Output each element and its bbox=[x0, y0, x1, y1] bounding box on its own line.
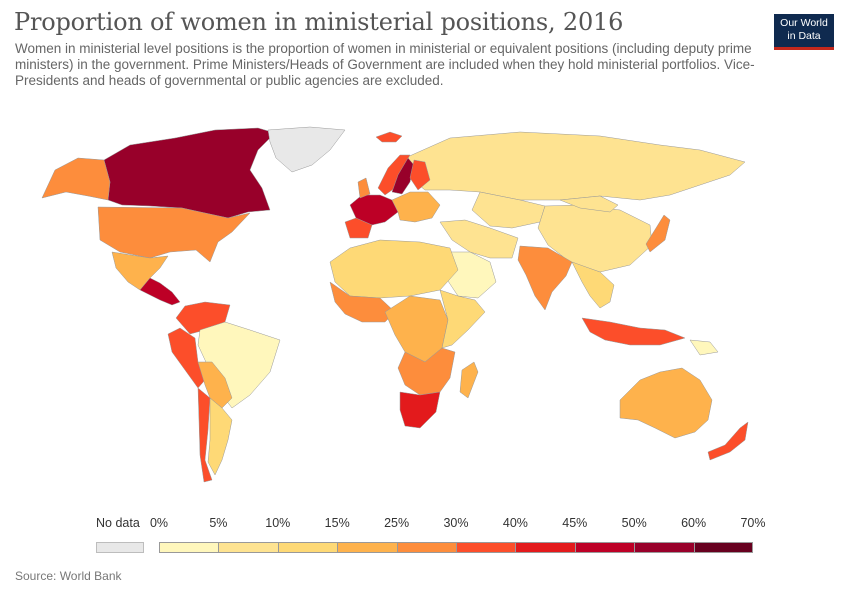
logo-line-1: Our World bbox=[780, 17, 828, 29]
legend-tick-label: 60% bbox=[681, 516, 707, 530]
chart-title: Proportion of women in ministerial posit… bbox=[14, 8, 624, 36]
region-australia[interactable] bbox=[619, 367, 713, 439]
region-south-africa[interactable] bbox=[399, 391, 441, 429]
region-central-asia[interactable] bbox=[471, 191, 546, 229]
region-papua-new-guinea[interactable] bbox=[689, 339, 719, 356]
region-bolivia-paraguay[interactable] bbox=[197, 361, 233, 409]
legend-bin-1[interactable] bbox=[218, 542, 278, 553]
legend-tick-label: 30% bbox=[443, 516, 469, 530]
region-chile[interactable] bbox=[197, 387, 213, 483]
region-uk-ireland[interactable] bbox=[357, 177, 371, 199]
legend-bin-6[interactable] bbox=[515, 542, 575, 553]
source-note: Source: World Bank bbox=[15, 569, 122, 583]
region-southern-africa[interactable] bbox=[397, 347, 456, 396]
region-central-america[interactable] bbox=[139, 277, 181, 306]
region-argentina[interactable] bbox=[207, 397, 233, 476]
region-iceland[interactable] bbox=[375, 131, 403, 143]
legend-bin-4[interactable] bbox=[396, 542, 456, 553]
legend-bin-8[interactable] bbox=[634, 542, 694, 553]
region-west-africa[interactable] bbox=[329, 281, 396, 323]
region-east-africa[interactable] bbox=[439, 289, 486, 349]
legend-tick-label: 45% bbox=[562, 516, 588, 530]
legend-tick-label: 50% bbox=[621, 516, 647, 530]
legend-tick-label: 10% bbox=[265, 516, 291, 530]
owid-logo[interactable]: Our World in Data bbox=[774, 14, 834, 50]
region-russia[interactable] bbox=[404, 131, 746, 201]
legend-tick-label: 70% bbox=[740, 516, 766, 530]
region-new-zealand[interactable] bbox=[707, 421, 749, 461]
region-japan[interactable] bbox=[645, 214, 671, 253]
legend-bin-2[interactable] bbox=[277, 542, 338, 553]
legend-bin-0[interactable] bbox=[159, 542, 219, 553]
legend-bin-7[interactable] bbox=[574, 542, 635, 553]
legend-color-bins bbox=[159, 542, 753, 553]
region-colombia-venezuela[interactable] bbox=[175, 301, 231, 335]
legend-tick-label: 5% bbox=[209, 516, 228, 530]
legend-tick-label: 25% bbox=[384, 516, 410, 530]
legend-bin-3[interactable] bbox=[337, 542, 397, 553]
region-southeast-asia[interactable] bbox=[571, 261, 615, 309]
region-middle-east[interactable] bbox=[439, 219, 519, 259]
region-indonesia[interactable] bbox=[581, 317, 686, 346]
region-spain[interactable] bbox=[344, 217, 373, 239]
legend-bin-5[interactable] bbox=[455, 542, 516, 553]
region-eastern-europe[interactable] bbox=[391, 191, 441, 223]
region-finland[interactable] bbox=[409, 159, 431, 191]
region-canada[interactable] bbox=[103, 127, 276, 219]
region-madagascar[interactable] bbox=[459, 361, 479, 399]
logo-line-2: in Data bbox=[787, 30, 821, 42]
legend-no-data-swatch[interactable] bbox=[96, 542, 144, 553]
legend-tick-label: 0% bbox=[149, 516, 169, 530]
region-united-states[interactable] bbox=[97, 206, 251, 263]
region-north-africa[interactable] bbox=[329, 239, 459, 299]
region-alaska[interactable] bbox=[41, 157, 111, 201]
region-mongolia[interactable] bbox=[559, 195, 619, 213]
legend-tick-label: 15% bbox=[324, 516, 350, 530]
chart-subtitle: Women in ministerial level positions is … bbox=[15, 41, 755, 88]
region-greenland[interactable] bbox=[267, 126, 346, 173]
legend-tick-label: 40% bbox=[502, 516, 528, 530]
legend-no-data-label: No data bbox=[96, 516, 140, 530]
world-map bbox=[41, 126, 749, 483]
region-india[interactable] bbox=[517, 245, 573, 311]
legend-bin-9[interactable] bbox=[693, 542, 753, 553]
